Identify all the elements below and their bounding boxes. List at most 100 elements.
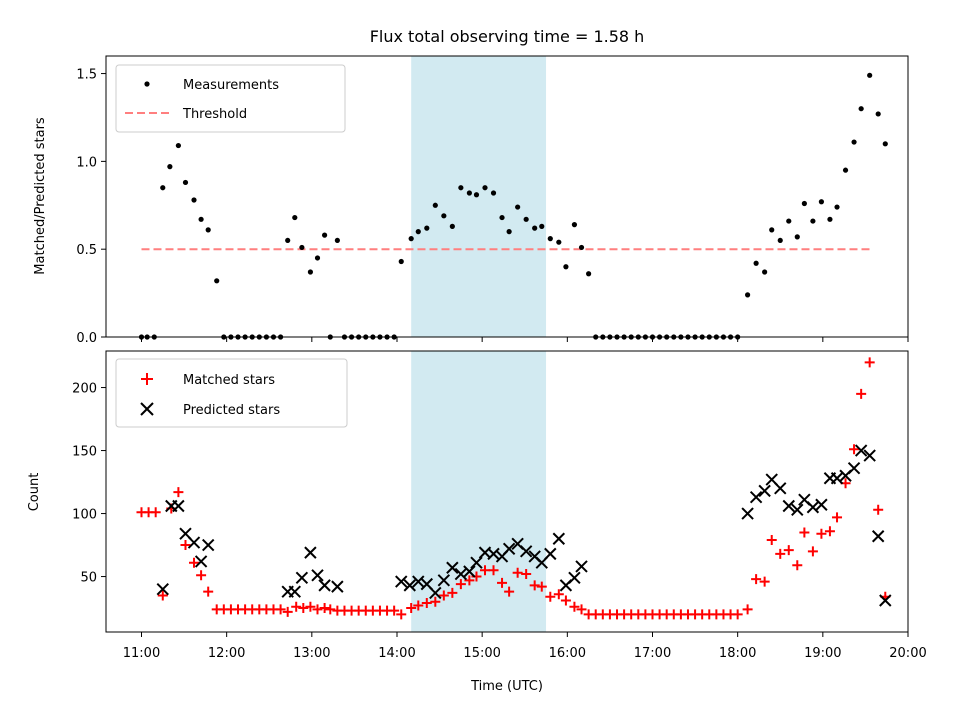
- top-y-axis-label: Matched/Predicted stars: [33, 117, 48, 275]
- matched-star-point: [325, 604, 336, 615]
- measurement-point: [842, 167, 849, 173]
- measurement-point: [867, 72, 873, 78]
- matched-star-point: [504, 586, 515, 597]
- matched-star-point: [783, 545, 794, 556]
- measurement-point: [578, 244, 585, 251]
- predicted-star-point: [437, 574, 451, 587]
- measurement-point: [432, 202, 438, 208]
- measurement-point: [858, 106, 864, 112]
- measurement-point: [398, 258, 404, 265]
- predicted-stars-points: [156, 444, 892, 607]
- predicted-star-point: [156, 582, 169, 596]
- predicted-star-point: [830, 472, 844, 485]
- matched-star-point: [560, 595, 571, 606]
- measurement-point: [205, 227, 211, 233]
- measurement-point: [198, 216, 204, 222]
- measurement-point: [334, 237, 340, 244]
- measurement-point: [786, 218, 792, 224]
- measurement-point: [458, 185, 464, 191]
- measurement-point: [191, 197, 197, 203]
- measurement-point: [834, 204, 840, 210]
- legend-matched-stars: Matched stars: [183, 373, 275, 388]
- matched-star-point: [430, 596, 441, 607]
- predicted-star-point: [454, 567, 468, 581]
- predicted-star-point: [412, 575, 425, 588]
- predicted-star-point: [446, 561, 459, 574]
- matched-star-point: [312, 604, 323, 615]
- matched-star-point: [569, 601, 580, 612]
- matched-star-point: [864, 357, 875, 368]
- matched-star-point: [751, 574, 762, 585]
- measurement-point: [547, 236, 553, 242]
- legend-threshold: Threshold: [182, 107, 247, 122]
- predicted-star-point: [575, 560, 588, 573]
- measurement-point: [818, 199, 825, 205]
- predicted-star-point: [403, 579, 416, 592]
- matched-star-point: [873, 504, 884, 515]
- predicted-star-point: [470, 556, 483, 569]
- predicted-star-point: [295, 571, 309, 585]
- matched-star-point: [150, 507, 161, 518]
- predicted-star-point: [172, 499, 185, 513]
- matched-star-point: [464, 575, 475, 586]
- top-x-tick-marks: [140, 337, 909, 342]
- measurement-point: [753, 260, 759, 266]
- predicted-star-point: [187, 536, 201, 549]
- measurement-point: [882, 141, 888, 147]
- x-tick-label: 19:00: [804, 646, 841, 661]
- bottom-y-tick-label: 150: [72, 445, 97, 460]
- matched-stars-points: [136, 357, 891, 620]
- matched-star-point: [447, 587, 458, 598]
- measurement-point: [441, 213, 447, 219]
- measurement-point: [532, 225, 538, 231]
- matched-star-point: [396, 609, 407, 620]
- x-tick-label: 20:00: [889, 646, 926, 661]
- matched-star-point: [291, 601, 302, 612]
- predicted-star-point: [879, 594, 892, 607]
- observing-span-top: [411, 56, 547, 337]
- matched-star-point: [512, 567, 523, 578]
- measurement-point: [571, 222, 578, 228]
- bottom-y-axis-label: Count: [27, 473, 42, 512]
- matched-star-point: [389, 605, 400, 616]
- predicted-star-point: [304, 546, 317, 559]
- predicted-star-point: [847, 461, 861, 475]
- measurement-point: [515, 204, 521, 210]
- predicted-star-point: [311, 569, 324, 582]
- matched-star-point: [413, 600, 424, 611]
- predicted-star-point: [194, 555, 208, 568]
- x-tick-label: 18:00: [719, 646, 756, 661]
- predicted-star-point: [331, 580, 344, 593]
- measurement-point: [424, 225, 430, 231]
- measurement-point: [851, 139, 857, 145]
- matched-star-point: [180, 540, 191, 551]
- top-panel: 0.0 0.5 1.0 1.5 Flux total observing time =…: [33, 27, 909, 346]
- measurement-point: [827, 216, 833, 222]
- matched-star-point: [479, 565, 490, 576]
- measurement-point: [777, 237, 783, 244]
- bottom-panel: 50 100 150 200 11:00 12:00 13:00 14:00 15:00 16:…: [27, 350, 927, 694]
- measurement-point: [449, 223, 455, 229]
- matched-star-point: [545, 591, 556, 602]
- predicted-star-point: [568, 571, 581, 585]
- measurement-point: [214, 278, 220, 284]
- x-axis-ticks: 11:00 12:00 13:00 14:00 15:00 16:00 17:00 18:00…: [123, 632, 927, 661]
- measurement-point: [299, 244, 305, 251]
- measurement-point: [307, 269, 314, 275]
- matched-star-point: [157, 590, 168, 601]
- measurement-point: [499, 214, 505, 221]
- predicted-star-point: [544, 547, 557, 561]
- predicted-star-point: [863, 449, 876, 462]
- bottom-y-ticks: 50 100 150 200: [72, 382, 106, 586]
- predicted-star-point: [318, 579, 331, 592]
- predicted-star-point: [552, 532, 566, 545]
- top-y-tick-label: 1.5: [76, 68, 97, 83]
- x-tick-label: 13:00: [293, 646, 330, 661]
- predicted-star-point: [758, 484, 771, 498]
- measurement-point: [466, 190, 472, 196]
- top-legend: Measurements Threshold: [115, 64, 346, 133]
- measurement-point: [506, 229, 512, 235]
- predicted-star-point: [395, 575, 408, 588]
- bottom-y-tick-label: 200: [72, 382, 97, 397]
- bottom-y-tick-label: 50: [80, 571, 97, 586]
